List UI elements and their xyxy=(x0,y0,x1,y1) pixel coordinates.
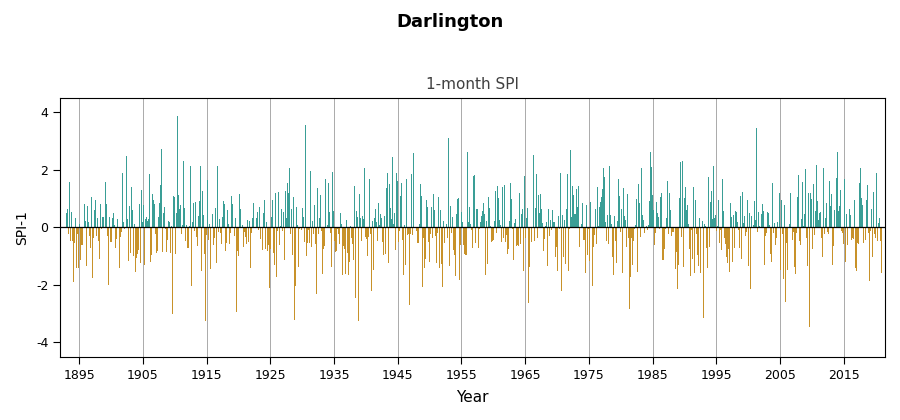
X-axis label: Year: Year xyxy=(456,390,489,405)
Title: 1-month SPI: 1-month SPI xyxy=(426,77,519,92)
Y-axis label: SPI-1: SPI-1 xyxy=(15,210,29,245)
Text: Darlington: Darlington xyxy=(396,13,504,31)
